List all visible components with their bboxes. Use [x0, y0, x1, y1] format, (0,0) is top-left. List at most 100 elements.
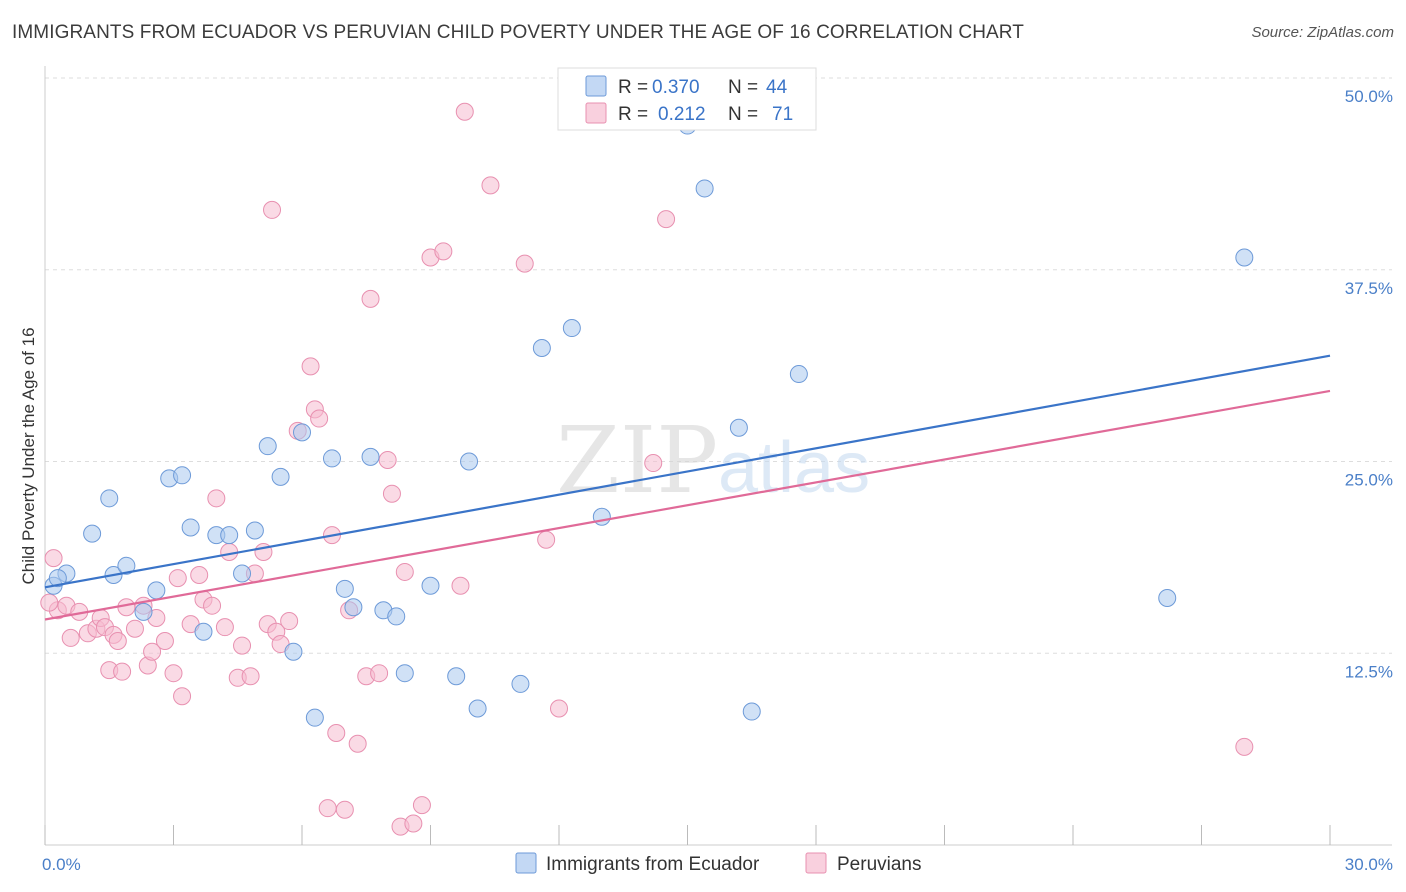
point-peruvians: [40, 593, 59, 612]
bottom-legend-swatch-ecuador: [515, 852, 537, 874]
point-peruvians: [537, 530, 556, 549]
point-peruvians: [412, 796, 431, 815]
axes: [44, 66, 1392, 846]
point-ecuador: [1158, 589, 1177, 608]
point-peruvians: [318, 799, 337, 818]
point-peruvians: [143, 642, 162, 661]
source-credit: Source: ZipAtlas.com: [1251, 24, 1394, 41]
point-ecuador: [421, 576, 440, 595]
point-peruvians: [233, 636, 252, 655]
y-tick-labels: 12.5% 25.0% 37.5% 50.0%: [1345, 87, 1393, 681]
point-peruvians: [301, 357, 320, 376]
point-ecuador: [460, 452, 479, 471]
point-peruvians: [1235, 737, 1254, 756]
watermark: ZIP atlas: [556, 407, 870, 514]
legend-r-value: 0.370: [652, 77, 700, 98]
point-peruvians: [327, 724, 346, 743]
point-ecuador: [592, 507, 611, 526]
legend: R = 0.370 N = 44 R = 0.212 N = 71: [557, 67, 817, 131]
point-ecuador: [729, 418, 748, 437]
point-peruvians: [241, 667, 260, 686]
point-ecuador: [220, 526, 239, 545]
trend-line-ecuador: [44, 354, 1331, 589]
legend-r-label: R =: [618, 104, 648, 125]
legend-n-value: 44: [766, 77, 788, 98]
point-ecuador: [387, 607, 406, 626]
point-peruvians: [335, 800, 354, 819]
x-tick-label-max: 30.0%: [1345, 855, 1393, 874]
point-peruvians: [348, 734, 367, 753]
point-peruvians: [481, 176, 500, 195]
point-ecuador: [194, 622, 213, 641]
point-peruvians: [125, 619, 144, 638]
point-ecuador: [511, 674, 530, 693]
point-peruvians: [164, 664, 183, 683]
point-ecuador: [395, 664, 414, 683]
point-ecuador: [181, 518, 200, 537]
point-peruvians: [173, 687, 192, 706]
point-peruvians: [203, 596, 222, 615]
point-peruvians: [361, 289, 380, 308]
legend-n-label: N =: [728, 104, 758, 125]
point-ecuador: [305, 708, 324, 727]
point-ecuador: [742, 702, 761, 721]
point-peruvians: [61, 628, 80, 647]
point-ecuador: [361, 447, 380, 466]
y-tick-label: 37.5%: [1345, 279, 1393, 298]
trend-line-peruvians: [44, 389, 1331, 621]
legend-r-label: R =: [618, 77, 648, 98]
y-axis-label: Child Poverty Under the Age of 16: [19, 327, 38, 584]
point-peruvians: [434, 242, 453, 261]
point-peruvians: [404, 814, 423, 833]
point-ecuador: [293, 423, 311, 442]
y-tick-label: 12.5%: [1345, 662, 1393, 681]
y-tick-label: 25.0%: [1345, 471, 1393, 490]
point-ecuador: [468, 699, 487, 718]
point-ecuador: [447, 667, 466, 686]
point-peruvians: [382, 484, 401, 503]
point-ecuador: [48, 569, 67, 588]
point-peruvians: [451, 576, 470, 595]
point-peruvians: [117, 598, 136, 617]
legend-n-value: 71: [772, 104, 793, 125]
legend-swatch-peruvians: [585, 102, 607, 124]
point-ecuador: [562, 319, 581, 338]
point-peruvians: [395, 562, 414, 581]
point-ecuador: [233, 564, 252, 583]
point-peruvians: [190, 566, 209, 585]
point-ecuador: [147, 581, 166, 600]
point-ecuador: [284, 642, 303, 661]
watermark-zip: ZIP: [556, 407, 718, 514]
point-ecuador: [83, 524, 102, 543]
point-ecuador: [271, 467, 290, 486]
point-ecuador: [335, 579, 354, 598]
point-peruvians: [370, 664, 389, 683]
point-ecuador: [322, 449, 341, 468]
point-ecuador: [789, 365, 808, 384]
x-tick-labels: 0.0% 30.0%: [42, 855, 1393, 874]
point-ecuador: [100, 489, 119, 508]
point-peruvians: [378, 450, 397, 469]
point-peruvians: [207, 489, 226, 508]
point-peruvians: [108, 631, 127, 650]
trend-lines: [44, 354, 1331, 621]
legend-swatch-ecuador: [585, 75, 607, 97]
point-peruvians: [515, 254, 534, 273]
point-peruvians: [550, 699, 568, 718]
y-tick-label: 50.0%: [1345, 87, 1393, 106]
bottom-legend-ecuador: Immigrants from Ecuador: [546, 854, 760, 875]
point-ecuador: [245, 521, 264, 540]
point-ecuador: [258, 437, 277, 456]
point-ecuador: [173, 466, 192, 485]
point-ecuador: [117, 556, 136, 575]
point-peruvians: [44, 549, 63, 568]
legend-r-value: 0.212: [658, 104, 706, 125]
point-ecuador: [134, 602, 153, 621]
point-ecuador: [695, 179, 714, 198]
bottom-legend-peruvians: Peruvians: [837, 854, 922, 875]
point-ecuador: [344, 598, 363, 617]
point-peruvians: [657, 210, 676, 229]
point-ecuador: [532, 338, 551, 357]
point-ecuador: [1235, 248, 1254, 267]
